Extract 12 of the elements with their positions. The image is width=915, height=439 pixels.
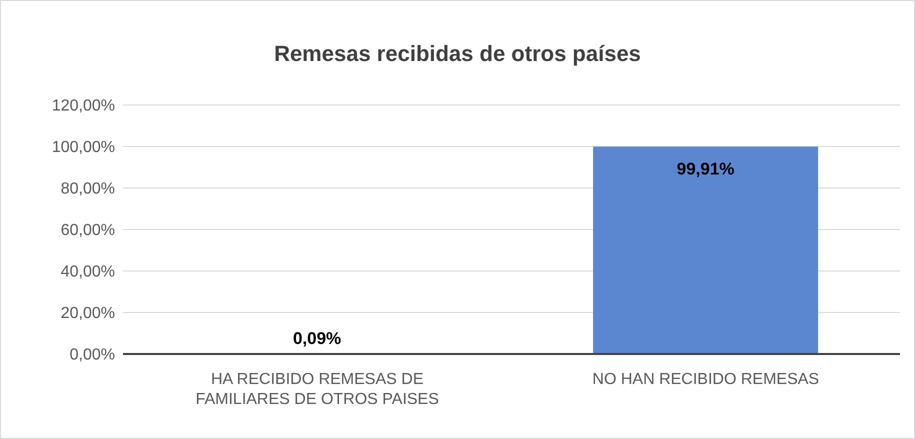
chart-title: Remesas recibidas de otros países [273,41,642,67]
y-tick-label: 100,00% [52,139,115,156]
y-tick-label: 20,00% [60,305,115,322]
data-label: 99,91% [676,160,734,179]
y-tick-label: 120,00% [52,98,115,115]
data-label: 0,09% [292,328,342,348]
y-tick-label: 80,00% [60,180,115,198]
x-tick-label: NO HAN RECIBIDO REMESAS [592,371,820,388]
y-tick-label: 0,00% [70,346,115,364]
x-tick-label: HA RECIBIDO REMESAS DE FAMILIARES DE OTROS PAISES [196,371,439,408]
y-tick-label: 40,00% [60,264,115,281]
y-tick-label: 60,00% [60,222,115,240]
